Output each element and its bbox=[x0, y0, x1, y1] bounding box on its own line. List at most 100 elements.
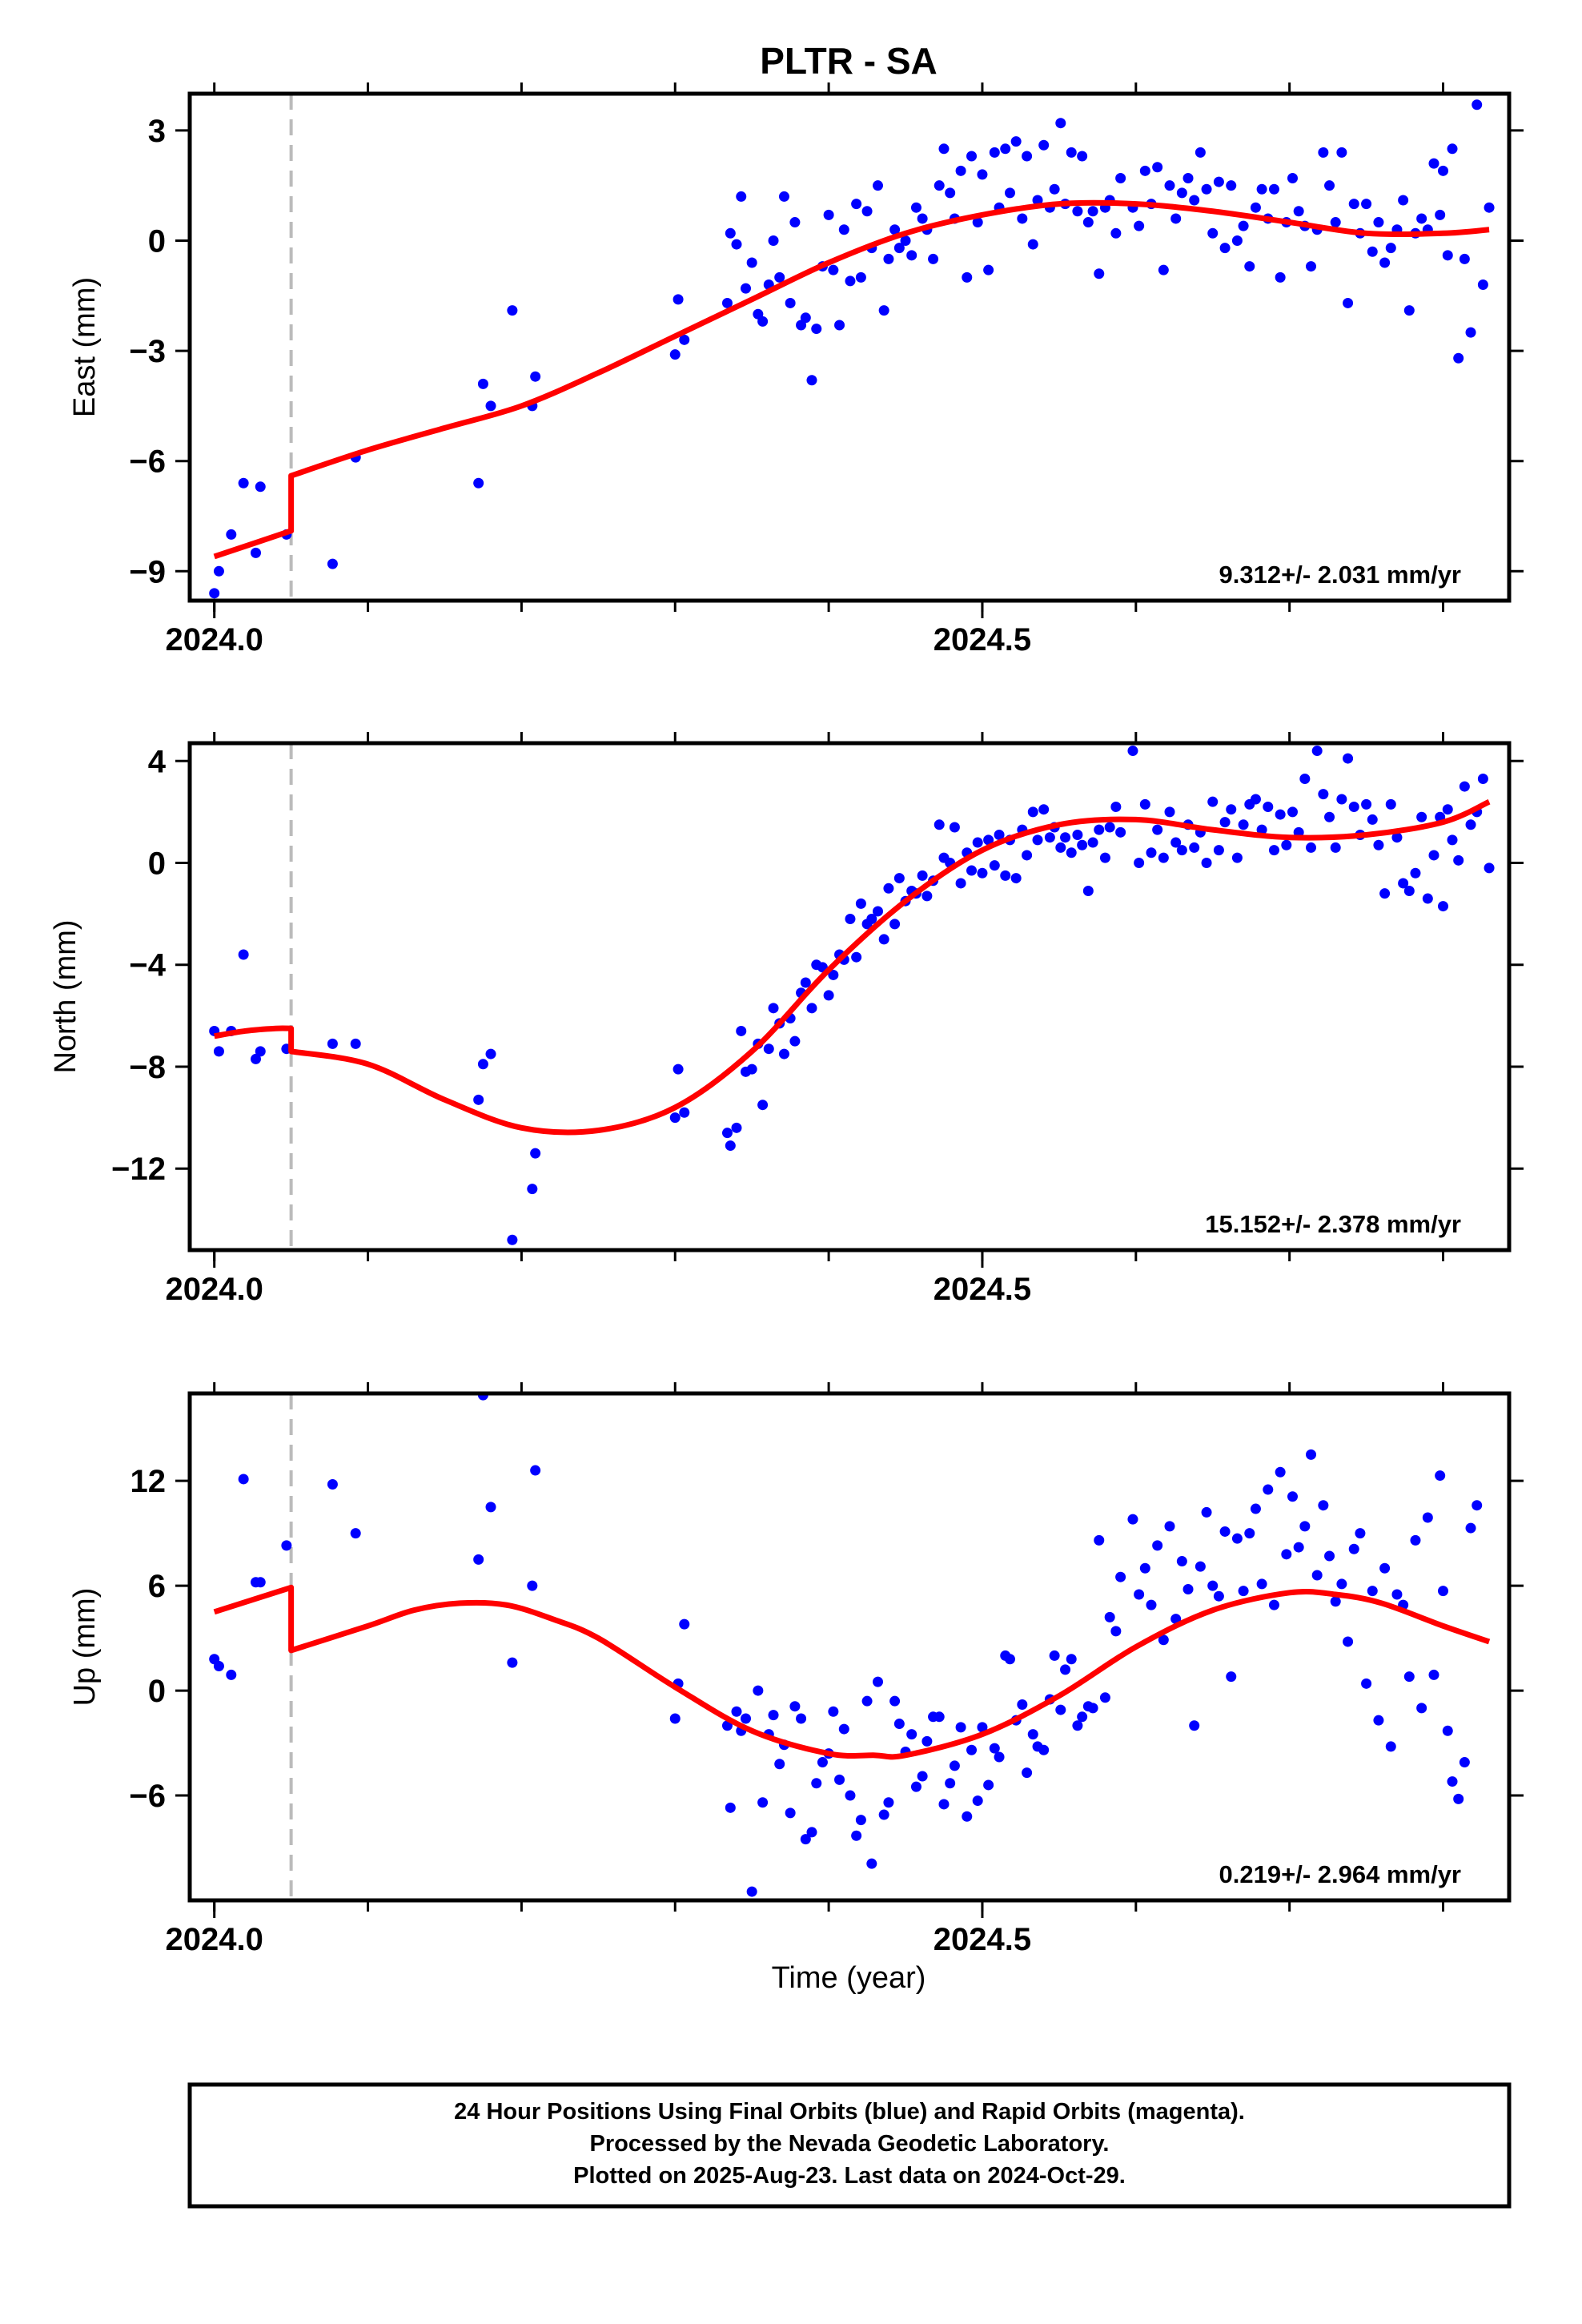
data-point bbox=[1055, 1704, 1066, 1715]
data-point bbox=[949, 822, 960, 833]
data-point bbox=[527, 1184, 538, 1195]
data-point bbox=[823, 209, 834, 220]
data-point bbox=[725, 1802, 736, 1813]
data-point bbox=[1385, 243, 1396, 254]
data-point bbox=[1438, 901, 1449, 912]
data-point bbox=[1275, 271, 1286, 283]
data-point bbox=[1094, 1534, 1105, 1546]
footer-line-3: Plotted on 2025-Aug-23. Last data on 202… bbox=[573, 2163, 1126, 2189]
data-point bbox=[1343, 1636, 1354, 1647]
data-point bbox=[255, 481, 266, 493]
data-point bbox=[955, 1722, 966, 1733]
data-point bbox=[1219, 817, 1231, 828]
data-point bbox=[1379, 1562, 1391, 1574]
data-point bbox=[1465, 819, 1476, 830]
data-point bbox=[1238, 220, 1249, 231]
data-point bbox=[477, 1059, 488, 1070]
data-point bbox=[1477, 279, 1488, 291]
data-point bbox=[1355, 1528, 1366, 1539]
footer-frame bbox=[187, 2082, 1512, 2209]
data-point bbox=[1336, 147, 1347, 158]
data-point bbox=[1087, 206, 1098, 217]
data-point bbox=[1373, 217, 1384, 228]
y-tick-label: −9 bbox=[129, 554, 166, 589]
data-point bbox=[1077, 1711, 1088, 1723]
data-point bbox=[1072, 830, 1083, 841]
data-point bbox=[838, 224, 849, 235]
data-point bbox=[1027, 1729, 1038, 1740]
data-point bbox=[746, 257, 757, 268]
data-point bbox=[763, 1043, 774, 1055]
x-tick-label: 2024.5 bbox=[934, 1922, 1031, 1957]
data-point bbox=[1099, 852, 1110, 863]
y-tick-label: −8 bbox=[129, 1050, 166, 1085]
data-point bbox=[966, 151, 978, 162]
data-point bbox=[1231, 852, 1243, 863]
data-point bbox=[1213, 845, 1224, 856]
panel-frame bbox=[187, 91, 1512, 603]
data-point bbox=[1275, 809, 1286, 820]
data-point bbox=[530, 371, 541, 382]
data-point bbox=[250, 547, 261, 558]
y-tick-label: 6 bbox=[148, 1569, 166, 1604]
data-point bbox=[669, 1713, 681, 1724]
data-point bbox=[731, 1122, 742, 1133]
data-point bbox=[736, 191, 747, 202]
data-point bbox=[1213, 1590, 1224, 1602]
data-point bbox=[828, 969, 839, 980]
data-point bbox=[327, 1038, 338, 1049]
data-point bbox=[938, 143, 950, 155]
data-point bbox=[845, 913, 856, 924]
data-point bbox=[1410, 867, 1421, 879]
data-point bbox=[806, 1827, 817, 1838]
data-point bbox=[878, 305, 889, 316]
data-point bbox=[828, 264, 839, 275]
data-point bbox=[1373, 1715, 1384, 1726]
data-point bbox=[917, 870, 928, 881]
data-point bbox=[1152, 824, 1163, 835]
data-point bbox=[855, 1815, 866, 1826]
panel-frame bbox=[187, 1391, 1512, 1903]
data-point bbox=[845, 1790, 856, 1801]
data-point bbox=[1318, 147, 1329, 158]
data-point bbox=[838, 1723, 849, 1735]
data-point bbox=[1330, 217, 1341, 228]
data-point bbox=[1373, 839, 1384, 850]
data-point bbox=[1416, 811, 1427, 822]
data-point bbox=[883, 883, 894, 894]
up-panel: 2024.0 2024.5 12 6 0 −6 Up (mm) 0.219+/- 2.964 … bbox=[68, 1382, 1524, 1957]
data-point bbox=[872, 906, 883, 917]
data-point bbox=[1385, 798, 1396, 810]
data-point bbox=[800, 312, 811, 324]
data-point bbox=[1072, 1720, 1083, 1731]
data-point bbox=[928, 253, 939, 264]
data-point bbox=[1256, 183, 1267, 195]
data-point bbox=[1287, 806, 1298, 818]
data-point bbox=[834, 1774, 845, 1785]
data-point bbox=[1127, 1514, 1138, 1525]
data-point bbox=[1435, 209, 1446, 220]
data-point bbox=[485, 1048, 496, 1059]
data-point bbox=[1410, 1534, 1421, 1546]
data-point bbox=[1287, 1491, 1298, 1502]
data-point bbox=[1152, 162, 1163, 173]
data-point bbox=[725, 1140, 736, 1152]
data-point bbox=[679, 1107, 690, 1118]
data-point bbox=[1060, 832, 1071, 843]
data-point bbox=[1134, 1589, 1145, 1600]
data-point bbox=[1077, 839, 1088, 850]
data-point bbox=[1110, 802, 1122, 813]
data-point bbox=[213, 565, 224, 577]
data-point bbox=[226, 1669, 237, 1680]
data-point bbox=[1275, 1466, 1286, 1478]
data-point bbox=[1087, 1703, 1098, 1714]
data-point bbox=[1022, 850, 1033, 861]
data-point bbox=[1004, 187, 1015, 199]
data-point bbox=[1293, 206, 1304, 217]
data-point bbox=[851, 951, 862, 963]
data-point bbox=[1226, 804, 1237, 815]
data-point bbox=[1231, 235, 1243, 246]
data-point bbox=[1158, 1634, 1169, 1646]
x-tick-label: 2024.5 bbox=[934, 622, 1031, 657]
